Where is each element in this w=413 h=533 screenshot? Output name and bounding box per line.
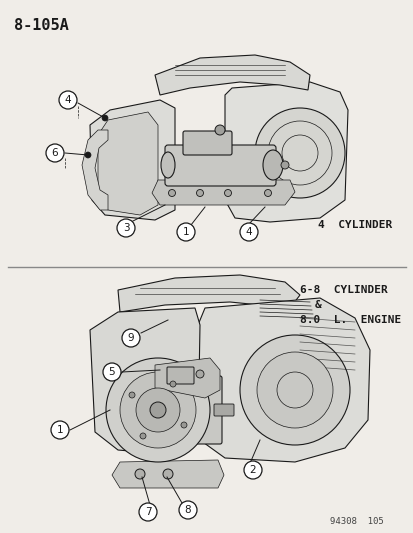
Circle shape: [243, 461, 261, 479]
Polygon shape: [90, 100, 175, 220]
Polygon shape: [90, 308, 199, 455]
Polygon shape: [152, 180, 294, 205]
Ellipse shape: [161, 152, 175, 178]
Circle shape: [51, 421, 69, 439]
Circle shape: [196, 190, 203, 197]
Text: 1: 1: [57, 425, 63, 435]
Text: 8.0  L.  ENGINE: 8.0 L. ENGINE: [299, 315, 400, 325]
Text: 94308  105: 94308 105: [329, 517, 383, 526]
FancyBboxPatch shape: [165, 145, 275, 186]
Text: 8-105A: 8-105A: [14, 18, 69, 33]
Circle shape: [46, 144, 64, 162]
Text: &: &: [314, 300, 321, 310]
Circle shape: [122, 329, 140, 347]
Circle shape: [102, 115, 108, 121]
Circle shape: [168, 190, 175, 197]
Circle shape: [224, 190, 231, 197]
Text: 9: 9: [127, 333, 134, 343]
Polygon shape: [154, 358, 219, 398]
Polygon shape: [195, 298, 369, 462]
Circle shape: [178, 501, 197, 519]
Text: 5: 5: [109, 367, 115, 377]
Circle shape: [254, 108, 344, 198]
Circle shape: [163, 469, 173, 479]
Polygon shape: [98, 112, 158, 215]
Text: 6: 6: [52, 148, 58, 158]
Text: 4: 4: [64, 95, 71, 105]
Circle shape: [106, 358, 209, 462]
Circle shape: [135, 469, 145, 479]
Circle shape: [117, 219, 135, 237]
Circle shape: [170, 381, 176, 387]
Circle shape: [150, 402, 166, 418]
Circle shape: [120, 372, 195, 448]
Circle shape: [136, 388, 180, 432]
Circle shape: [59, 91, 77, 109]
Ellipse shape: [262, 150, 282, 180]
Circle shape: [85, 152, 91, 158]
FancyBboxPatch shape: [183, 131, 231, 155]
Text: 2: 2: [249, 465, 256, 475]
Circle shape: [180, 422, 187, 428]
Circle shape: [129, 392, 135, 398]
Text: 3: 3: [122, 223, 129, 233]
Polygon shape: [154, 55, 309, 95]
FancyBboxPatch shape: [166, 367, 194, 384]
Circle shape: [264, 190, 271, 197]
FancyBboxPatch shape: [214, 404, 233, 416]
Circle shape: [256, 352, 332, 428]
Circle shape: [214, 125, 224, 135]
Text: 4  CYLINDER: 4 CYLINDER: [317, 220, 391, 230]
Polygon shape: [112, 460, 223, 488]
Text: 6-8  CYLINDER: 6-8 CYLINDER: [299, 285, 387, 295]
Polygon shape: [82, 130, 108, 210]
FancyBboxPatch shape: [153, 376, 221, 444]
Polygon shape: [118, 275, 299, 312]
Text: 4: 4: [245, 227, 252, 237]
Circle shape: [140, 433, 146, 439]
Polygon shape: [224, 82, 347, 222]
Circle shape: [103, 363, 121, 381]
Circle shape: [240, 335, 349, 445]
Text: 8: 8: [184, 505, 191, 515]
Circle shape: [177, 223, 195, 241]
Circle shape: [195, 370, 204, 378]
Text: 1: 1: [182, 227, 189, 237]
Circle shape: [280, 161, 288, 169]
Circle shape: [139, 503, 157, 521]
Text: 7: 7: [144, 507, 151, 517]
Circle shape: [240, 223, 257, 241]
